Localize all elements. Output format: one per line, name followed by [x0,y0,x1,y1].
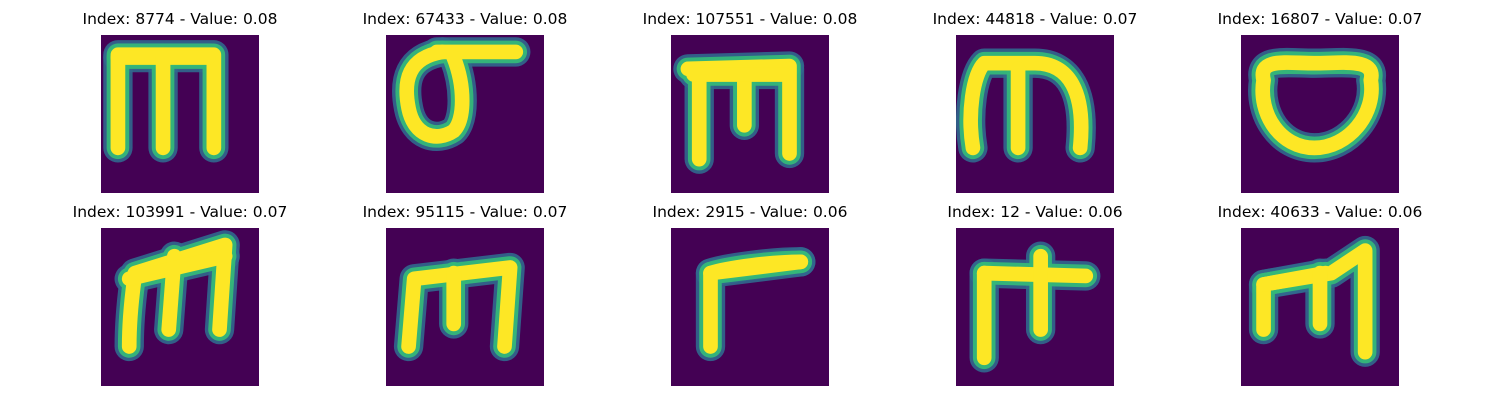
image-panel: Index: 16807 - Value: 0.07 [1205,10,1435,200]
panel-title: Index: 40633 - Value: 0.06 [1217,203,1423,221]
image-panel: Index: 107551 - Value: 0.08 [635,10,865,200]
panel-title: Index: 8774 - Value: 0.08 [82,10,278,28]
image-panel: Index: 8774 - Value: 0.08 [65,10,295,200]
digit-image [671,228,829,386]
panel-title: Index: 16807 - Value: 0.07 [1217,10,1423,28]
digit-image [1241,35,1399,193]
panel-title: Index: 2915 - Value: 0.06 [652,203,848,221]
image-panel: Index: 44818 - Value: 0.07 [920,10,1150,200]
digit-image [386,228,544,386]
glyph-stroke [399,44,470,144]
panel-title: Index: 12 - Value: 0.06 [947,203,1123,221]
image-panel: Index: 95115 - Value: 0.07 [350,203,580,393]
glyph-stroke [1255,55,1379,156]
panel-title: Index: 44818 - Value: 0.07 [932,10,1138,28]
digit-image [671,35,829,193]
glyph-stroke [121,248,233,287]
digit-image [956,228,1114,386]
image-panel: Index: 12 - Value: 0.06 [920,203,1150,393]
panel-title: Index: 67433 - Value: 0.08 [362,10,568,28]
panel-title: Index: 95115 - Value: 0.07 [362,203,568,221]
glyph-stroke [703,254,809,281]
digit-image [386,35,544,193]
image-panel: Index: 67433 - Value: 0.08 [350,10,580,200]
image-panel: Index: 2915 - Value: 0.06 [635,203,865,393]
panel-title: Index: 107551 - Value: 0.08 [642,10,858,28]
image-panel: Index: 40633 - Value: 0.06 [1205,203,1435,393]
glyph-stroke [401,260,518,354]
digit-image [101,35,259,193]
digit-image [956,35,1114,193]
image-panel: Index: 103991 - Value: 0.07 [65,203,295,393]
digit-image [1241,228,1399,386]
panel-title: Index: 103991 - Value: 0.07 [72,203,288,221]
digit-image [101,228,259,386]
glyph-stroke [963,55,1089,156]
